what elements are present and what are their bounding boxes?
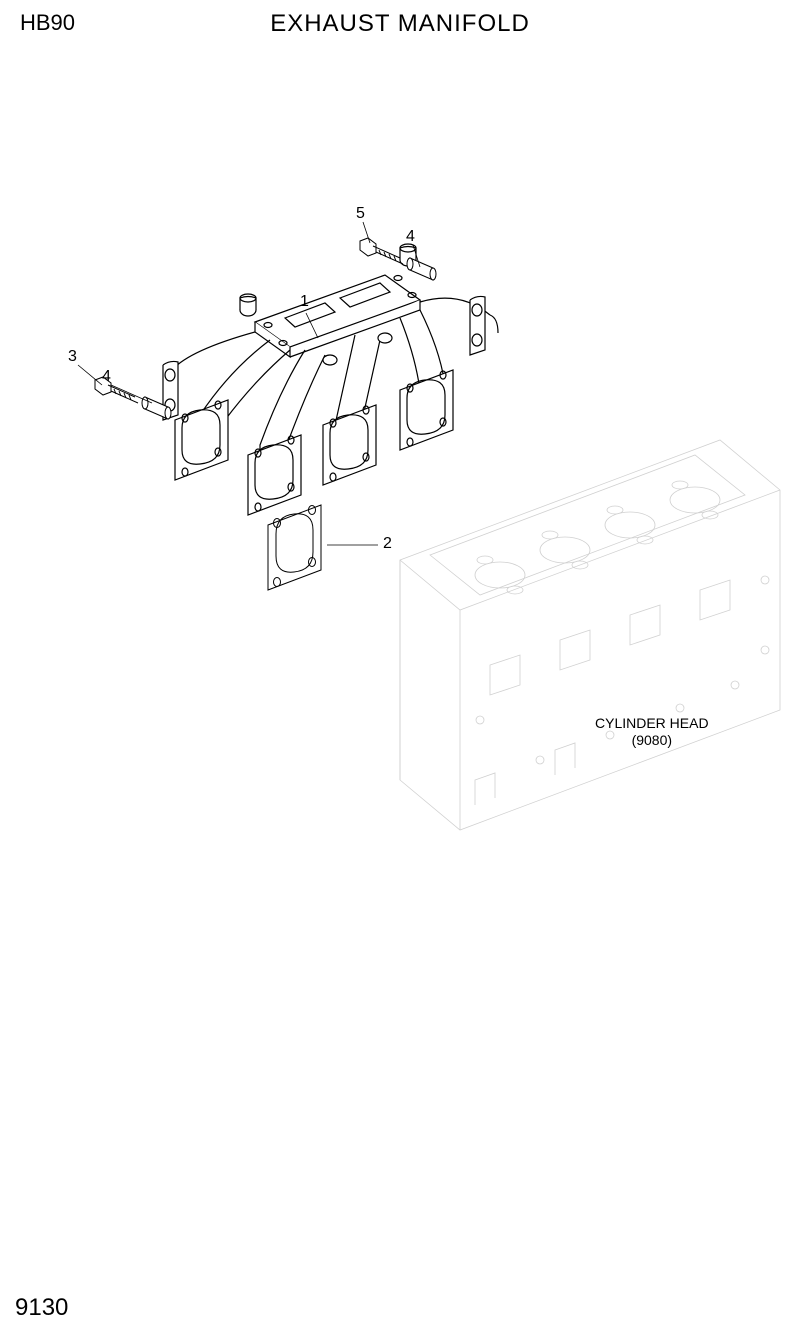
callout-4-left: 4 <box>102 368 111 386</box>
callout-1: 1 <box>300 293 309 311</box>
bolt-right <box>360 238 436 280</box>
gasket <box>268 505 321 590</box>
ref-line1: CYLINDER HEAD <box>595 715 709 731</box>
ref-line2: (9080) <box>632 732 672 748</box>
cylinder-head-reference: CYLINDER HEAD (9080) <box>595 715 709 749</box>
exploded-diagram <box>0 0 800 1342</box>
callout-3: 3 <box>68 348 77 366</box>
diagram-container: HB90 EXHAUST MANIFOLD 9130 <box>0 0 800 1342</box>
callout-4-right: 4 <box>406 228 415 246</box>
manifold-body <box>163 244 498 515</box>
cylinder-head-ghost <box>400 440 780 830</box>
callout-5: 5 <box>356 205 365 223</box>
callout-2: 2 <box>383 535 392 553</box>
